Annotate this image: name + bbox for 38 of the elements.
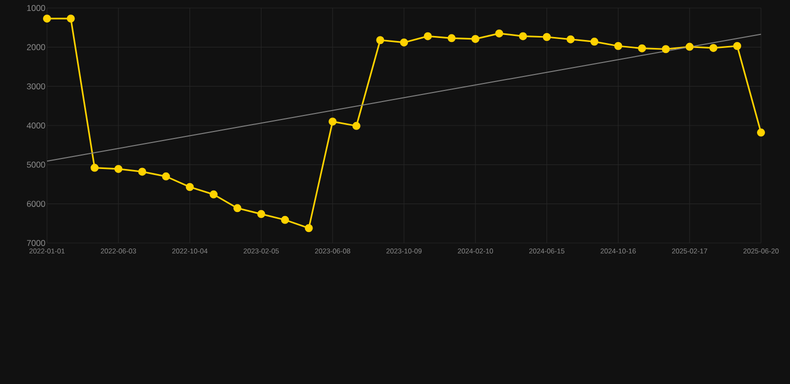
point <box>257 210 266 218</box>
point <box>281 216 289 224</box>
point <box>471 34 480 43</box>
point <box>304 224 313 232</box>
point <box>757 128 765 137</box>
point <box>566 35 575 44</box>
point <box>709 44 718 52</box>
point <box>638 44 646 52</box>
point <box>733 42 742 50</box>
point <box>90 164 99 172</box>
y-tick-label: 5000 <box>26 162 46 168</box>
point <box>519 32 527 40</box>
y-tick-label: 2000 <box>26 44 46 50</box>
point <box>686 42 694 51</box>
point <box>162 172 170 180</box>
point <box>352 122 360 130</box>
y-tick-label: 3000 <box>26 83 46 90</box>
y-tick-label: 6000 <box>27 200 46 207</box>
point <box>424 32 432 40</box>
point <box>138 168 146 176</box>
point <box>66 14 75 23</box>
y-tick-label: 4000 <box>26 122 46 129</box>
point <box>43 14 52 23</box>
point <box>233 204 242 212</box>
point <box>376 36 384 44</box>
point <box>542 32 551 41</box>
point <box>114 164 122 173</box>
point <box>662 45 670 54</box>
point <box>186 182 194 191</box>
point <box>210 190 218 198</box>
point <box>495 29 504 38</box>
y-tick-label: 7000 <box>27 240 46 246</box>
y-tick-label: 1000 <box>27 5 46 12</box>
point <box>614 42 622 50</box>
point <box>590 38 598 46</box>
point <box>400 38 408 46</box>
point <box>448 34 456 42</box>
point <box>328 118 337 126</box>
